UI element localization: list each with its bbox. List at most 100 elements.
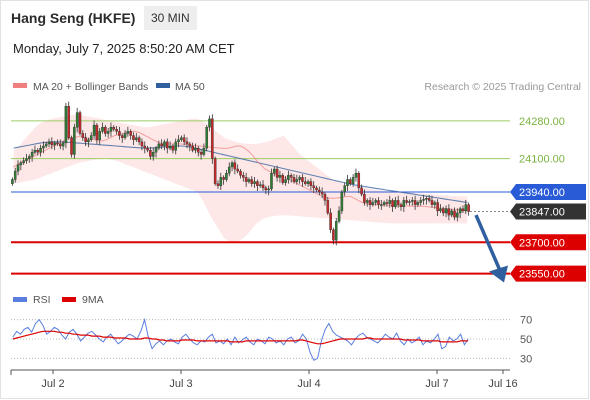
level-label-4: 23700.00 — [519, 237, 565, 249]
candle — [354, 168, 358, 182]
candle-body — [16, 164, 20, 172]
candle-body — [371, 202, 375, 205]
legend-swatch-ma50 — [156, 83, 170, 88]
level-tag-4 — [510, 234, 586, 251]
candle-body — [264, 187, 268, 191]
rsi-tick-label-30: 30 — [520, 353, 532, 365]
candle — [408, 199, 411, 206]
candle — [211, 114, 214, 164]
candle-body — [436, 202, 439, 212]
candle-body — [67, 106, 70, 138]
x-axis-ticks: Jul 2 Jul 3 Jul 4 Jul 7 Jul 16 — [10, 370, 518, 390]
candle — [399, 202, 403, 211]
candle — [270, 168, 273, 191]
candle-body — [98, 131, 101, 140]
candle-body — [188, 143, 192, 147]
candle-body — [50, 141, 54, 146]
candle — [368, 197, 372, 210]
candle — [430, 195, 434, 208]
timeframe-button[interactable]: 30 MIN — [144, 6, 197, 30]
x-tick-label-1: Jul 3 — [169, 378, 192, 390]
candle-body — [427, 198, 431, 201]
candle-body — [39, 147, 42, 153]
legend-label-ma50: MA 50 — [175, 81, 205, 93]
candle-body — [303, 181, 307, 184]
candle-body — [219, 177, 223, 186]
candle — [112, 125, 116, 132]
candle — [59, 139, 62, 150]
candle-body — [194, 147, 197, 151]
candle — [205, 125, 208, 152]
candle-body — [377, 200, 380, 205]
candle-body — [337, 210, 341, 222]
candle-body — [388, 200, 392, 204]
candle — [19, 160, 23, 171]
candle — [118, 126, 121, 140]
candle-body — [391, 200, 394, 207]
x-tick-label-3: Jul 7 — [425, 378, 448, 390]
candle-body — [70, 137, 73, 155]
candle-body — [329, 212, 332, 230]
candle-body — [115, 129, 118, 132]
candle-body — [250, 179, 254, 184]
candle — [92, 120, 96, 139]
candle — [222, 175, 225, 185]
candle-body — [202, 147, 206, 155]
candle — [363, 189, 366, 206]
candle-body — [253, 181, 256, 184]
candle-body — [168, 145, 172, 149]
candle-body — [273, 168, 276, 174]
candle-body — [422, 199, 425, 201]
candle — [244, 172, 248, 187]
candle-body — [295, 179, 299, 182]
rsi-panel: 70 50 30 — [11, 315, 532, 365]
candle-body — [61, 142, 65, 147]
candle — [95, 123, 99, 144]
candle-body — [315, 187, 318, 191]
candle — [146, 146, 149, 153]
candle-body — [11, 179, 14, 184]
candle-body — [177, 139, 180, 143]
candle-body — [53, 142, 56, 146]
candle — [188, 141, 192, 152]
candle — [106, 128, 110, 138]
candle-body — [137, 137, 141, 143]
candle-body — [258, 184, 262, 186]
candle-body — [185, 141, 189, 145]
candle-body — [320, 191, 324, 195]
candle-body — [416, 202, 420, 205]
candle — [157, 140, 161, 151]
candle — [104, 125, 107, 137]
candle — [13, 167, 17, 183]
ma50-line — [13, 141, 468, 204]
candle-body — [146, 147, 149, 151]
legend-swatch-rsi — [13, 297, 27, 302]
candle — [98, 128, 101, 145]
x-tick-label-2: Jul 4 — [297, 378, 320, 390]
candle — [447, 204, 451, 221]
candle — [388, 195, 392, 208]
candle-body — [19, 162, 23, 166]
candle-body — [126, 131, 130, 134]
candle-body — [408, 201, 411, 203]
candle-body — [166, 141, 169, 149]
candle — [298, 175, 301, 184]
rsi-line — [12, 317, 469, 361]
candle-body — [289, 175, 293, 178]
candle-body — [213, 158, 217, 184]
candle — [258, 181, 262, 188]
candle-body — [36, 150, 40, 153]
candle — [419, 197, 422, 206]
candle-body — [444, 208, 448, 214]
candle — [250, 176, 254, 187]
candle-body — [44, 143, 48, 147]
candle-body — [30, 152, 34, 157]
candle — [109, 122, 113, 137]
candle — [441, 206, 445, 217]
candle-body — [143, 145, 147, 149]
candle — [135, 133, 138, 142]
candle-body — [399, 204, 403, 207]
candle — [433, 200, 437, 209]
candle — [464, 199, 468, 215]
candle — [53, 140, 56, 151]
